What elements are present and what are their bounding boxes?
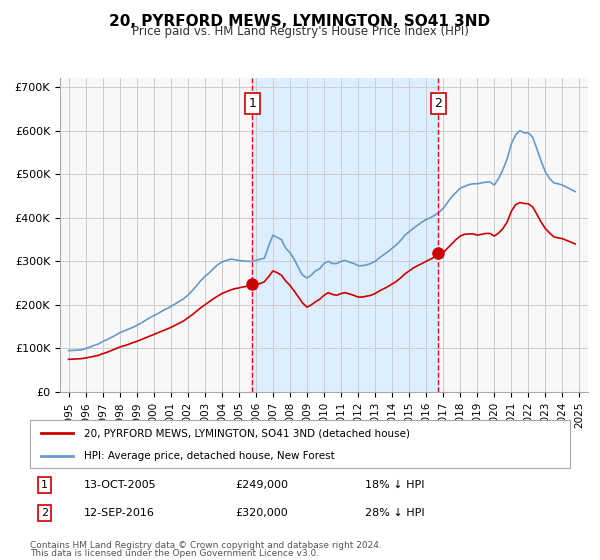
Text: 2: 2 [434,97,442,110]
Text: HPI: Average price, detached house, New Forest: HPI: Average price, detached house, New … [84,451,335,461]
Text: 1: 1 [41,480,48,490]
Text: Price paid vs. HM Land Registry's House Price Index (HPI): Price paid vs. HM Land Registry's House … [131,25,469,38]
Text: 28% ↓ HPI: 28% ↓ HPI [365,508,424,518]
Text: 13-OCT-2005: 13-OCT-2005 [84,480,157,490]
Text: 2: 2 [41,508,48,518]
Bar [252,78,438,392]
Text: 20, PYRFORD MEWS, LYMINGTON, SO41 3ND (detached house): 20, PYRFORD MEWS, LYMINGTON, SO41 3ND (d… [84,428,410,438]
Text: Contains HM Land Registry data © Crown copyright and database right 2024.: Contains HM Land Registry data © Crown c… [30,541,382,550]
Text: This data is licensed under the Open Government Licence v3.0.: This data is licensed under the Open Gov… [30,549,319,558]
Text: 1: 1 [248,97,256,110]
Text: £320,000: £320,000 [235,508,288,518]
Text: 20, PYRFORD MEWS, LYMINGTON, SO41 3ND: 20, PYRFORD MEWS, LYMINGTON, SO41 3ND [109,14,491,29]
Text: 12-SEP-2016: 12-SEP-2016 [84,508,155,518]
Text: 18% ↓ HPI: 18% ↓ HPI [365,480,424,490]
Text: £249,000: £249,000 [235,480,288,490]
